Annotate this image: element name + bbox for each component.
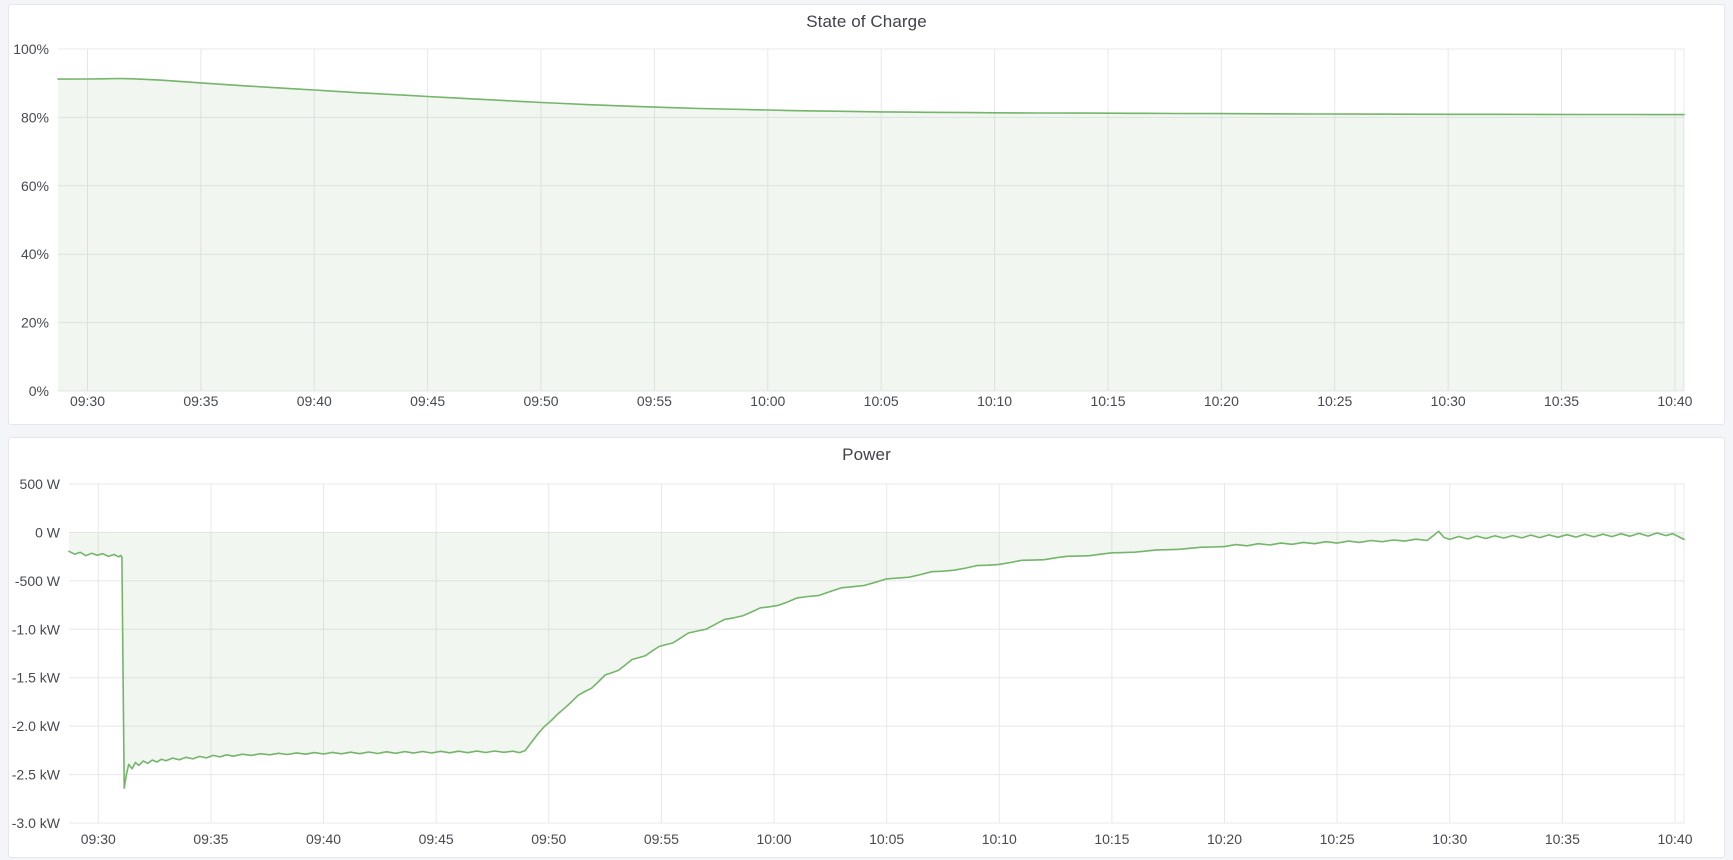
x-axis-tick-label: 10:35 [1545, 831, 1580, 847]
y-axis-tick-label: -2.5 kW [12, 767, 61, 783]
x-axis-tick-label: 10:15 [1090, 393, 1125, 409]
power-panel: Power 500 W 0 W -500 W -1.0 kW -1.5 kW -2.0 k… [8, 437, 1725, 858]
y-axis-tick-label: -1.0 kW [12, 621, 61, 637]
x-axis-tick-label: 09:50 [531, 831, 566, 847]
x-axis-tick-label: 10:20 [1204, 393, 1239, 409]
x-axis-tick-label: 09:45 [419, 831, 454, 847]
y-axis-tick-label: 100% [13, 41, 49, 57]
x-axis-tick-label: 09:35 [193, 831, 228, 847]
y-axis-tick-label: 0 W [35, 524, 61, 540]
y-axis-tick-label: -1.5 kW [12, 670, 61, 686]
x-axis-tick-label: 10:00 [750, 393, 785, 409]
x-axis-tick-label: 09:40 [297, 393, 332, 409]
power-chart[interactable]: 500 W 0 W -500 W -1.0 kW -1.5 kW -2.0 kW -2.5 … [9, 438, 1724, 857]
x-axis-tick-label: 09:35 [183, 393, 218, 409]
x-axis-tick-label: 10:10 [982, 831, 1017, 847]
series-line [68, 530, 1685, 789]
x-axis-tick-label: 09:45 [410, 393, 445, 409]
x-axis-tick-label: 10:05 [864, 393, 899, 409]
x-axis-tick-label: 10:30 [1431, 393, 1466, 409]
x-axis-tick-label: 10:20 [1207, 831, 1242, 847]
x-axis-tick-label: 09:55 [637, 393, 672, 409]
x-axis-tick-label: 10:25 [1317, 393, 1352, 409]
x-axis-tick-label: 10:00 [756, 831, 791, 847]
y-axis-tick-label: 0% [29, 383, 49, 399]
x-axis-tick-label: 10:40 [1657, 831, 1692, 847]
y-axis-tick-label: -2.0 kW [12, 718, 61, 734]
state-of-charge-panel: State of Charge 0% 20% 40% 60% 80% 100% 09:30 0… [8, 4, 1725, 425]
y-axis-tick-label: 60% [21, 178, 49, 194]
power-panel-title[interactable]: Power [842, 445, 891, 464]
x-axis-tick-label: 10:40 [1657, 393, 1692, 409]
x-axis-tick-label: 09:30 [81, 831, 116, 847]
x-axis-tick-label: 09:50 [524, 393, 559, 409]
y-axis-tick-label: 80% [21, 109, 49, 125]
x-axis-tick-label: 09:55 [644, 831, 679, 847]
series-area-fill [58, 78, 1684, 391]
state-of-charge-chart[interactable]: 0% 20% 40% 60% 80% 100% 09:30 09:35 09:40 09:45 09… [9, 5, 1724, 424]
x-axis-tick-label: 10:15 [1094, 831, 1129, 847]
x-axis-tick-label: 10:30 [1432, 831, 1467, 847]
x-axis-tick-label: 10:05 [869, 831, 904, 847]
y-axis-tick-label: 40% [21, 246, 49, 262]
y-axis-tick-label: 20% [21, 315, 49, 331]
x-axis-tick-label: 09:40 [306, 831, 341, 847]
y-axis-tick-label: -500 W [15, 573, 61, 589]
series-area-fill [69, 531, 1684, 789]
x-axis-tick-label: 09:30 [70, 393, 105, 409]
y-axis-tick-label: -3.0 kW [12, 815, 61, 831]
state-of-charge-panel-title[interactable]: State of Charge [806, 12, 927, 31]
x-axis-tick-label: 10:35 [1544, 393, 1579, 409]
x-axis-tick-label: 10:10 [977, 393, 1012, 409]
series-line [57, 77, 1685, 116]
x-axis-tick-label: 10:25 [1320, 831, 1355, 847]
y-axis-tick-label: 500 W [20, 476, 61, 492]
